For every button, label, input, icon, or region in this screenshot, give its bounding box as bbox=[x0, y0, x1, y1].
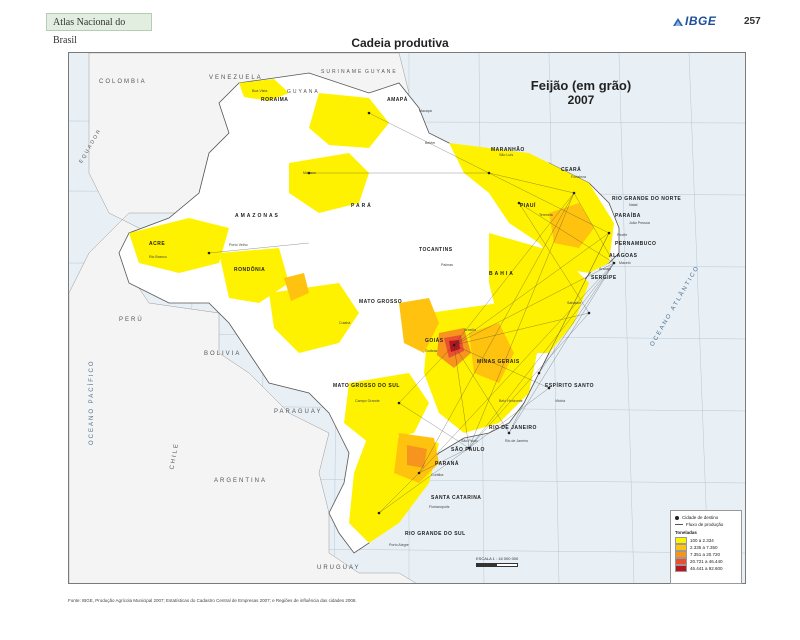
map-year: 2007 bbox=[567, 93, 595, 107]
legend-swatch bbox=[675, 537, 687, 544]
legend-swatch bbox=[675, 565, 687, 572]
state-label: RIO GRANDE DO NORTE bbox=[612, 196, 682, 202]
state-label: SANTA CATARINA bbox=[431, 495, 482, 501]
country-label: VENEZUELA bbox=[209, 75, 263, 81]
map-title-block: Feijão (em grão) 2007 bbox=[516, 78, 646, 107]
city-label: Aracaju bbox=[599, 267, 612, 271]
state-label: RIO DE JANEIRO bbox=[489, 425, 537, 431]
state-label: MARANHÃO bbox=[491, 147, 525, 153]
state-label: ESPÍRITO SANTO bbox=[545, 383, 595, 389]
country-label: GUYANA bbox=[287, 89, 320, 95]
ibge-wing-icon bbox=[673, 18, 683, 26]
atlas-title: Atlas Nacional do Brasil bbox=[46, 13, 152, 46]
city-label: Vitória bbox=[555, 399, 566, 403]
state-label: TOCANTINS bbox=[419, 247, 453, 253]
city-label: Cuiabá bbox=[339, 321, 351, 325]
country-label: PARAGUAY bbox=[274, 409, 323, 415]
city-label: Brasília bbox=[464, 328, 476, 332]
city-label: Rio de Janeiro bbox=[505, 439, 529, 443]
legend-class-label: 7.351 a 20.720 bbox=[690, 552, 721, 557]
state-label: RONDÔNIA bbox=[234, 267, 266, 273]
city-label: Porto Alegre bbox=[389, 543, 409, 547]
ibge-logo: IBGE bbox=[672, 14, 718, 30]
state-label: ACRE bbox=[149, 241, 166, 247]
section-title: Cadeia produtiva bbox=[351, 36, 449, 50]
country-label: URUGUAY bbox=[317, 565, 361, 571]
scale-graphic bbox=[476, 563, 518, 567]
legend-swatch bbox=[675, 558, 687, 565]
state-label: PARAÍBA bbox=[615, 213, 641, 219]
legend-destination: Cidade de destino bbox=[682, 515, 719, 520]
legend-class-label: 20.721 a 46.440 bbox=[690, 559, 723, 564]
city-label: Florianópolis bbox=[429, 505, 450, 509]
city-label: Recife bbox=[617, 233, 628, 237]
city-label: Maceió bbox=[619, 261, 631, 265]
city-label: Porto Velho bbox=[229, 243, 248, 247]
city-label: João Pessoa bbox=[629, 221, 650, 225]
legend-class-label: 46.441 a 92.600 bbox=[690, 566, 723, 571]
state-label: PERNAMBUCO bbox=[615, 241, 657, 247]
city-label: Goiânia bbox=[425, 349, 438, 353]
scale-text: ESCALA 1 : 16 000 000 bbox=[476, 556, 519, 561]
city-label: Macapá bbox=[419, 109, 432, 113]
state-label: RIO GRANDE DO SUL bbox=[405, 531, 466, 537]
legend-class-label: 100 a 2.334 bbox=[690, 538, 714, 543]
map-title: Feijão (em grão) bbox=[530, 78, 632, 93]
state-label: BAHIA bbox=[489, 271, 515, 277]
state-label: SERGIPE bbox=[591, 275, 617, 281]
state-label: MATO GROSSO DO SUL bbox=[333, 383, 400, 389]
state-label: AMAPÁ bbox=[387, 97, 408, 103]
country-label: BOLIVIA bbox=[204, 351, 242, 357]
flow-line-icon bbox=[675, 524, 683, 525]
city-label: Curitiba bbox=[431, 473, 444, 477]
city-label: Manaus bbox=[303, 171, 316, 175]
source-note: Fonte: IBGE, Produção Agrícola Municipal… bbox=[68, 598, 357, 603]
map-canvas bbox=[69, 53, 745, 583]
country-label: PERÚ bbox=[119, 317, 144, 323]
state-label: SÃO PAULO bbox=[451, 447, 485, 453]
city-label: Belém bbox=[425, 141, 436, 145]
state-label: PARANÁ bbox=[435, 461, 460, 467]
city-label: São Luís bbox=[499, 153, 514, 157]
city-label: Palmas bbox=[441, 263, 453, 267]
ocean-label: OCEANO PACÍFICO bbox=[89, 359, 95, 445]
legend-swatch bbox=[675, 551, 687, 558]
state-label: MINAS GERAIS bbox=[477, 359, 520, 365]
destination-cities bbox=[207, 111, 616, 515]
city-label: Teresina bbox=[539, 213, 553, 217]
state-label: PARÁ bbox=[351, 203, 373, 209]
legend-class-label: 2.335 a 7.350 bbox=[690, 545, 718, 550]
production-areas bbox=[129, 79, 614, 543]
city-label: Belo Horizonte bbox=[499, 399, 523, 403]
country-label: GUYANE bbox=[365, 69, 398, 75]
scale-bar: ESCALA 1 : 16 000 000 bbox=[476, 556, 518, 567]
country-label: SURINAME bbox=[321, 69, 364, 75]
city-label: Rio Branco bbox=[149, 255, 167, 259]
production-flows bbox=[208, 112, 615, 514]
publisher-name: IBGE bbox=[685, 14, 717, 28]
city-label: Salvador bbox=[567, 301, 582, 305]
city-label: Natal bbox=[629, 203, 638, 207]
state-label: GOIÁS bbox=[425, 338, 444, 344]
city-label: São Paulo bbox=[461, 439, 478, 443]
map-frame[interactable]: VENEZUELA COLOMBIA SURINAME GUYANE GUYAN… bbox=[68, 52, 746, 584]
legend-flow: Fluxo de produção bbox=[686, 522, 724, 527]
country-label: COLOMBIA bbox=[99, 79, 147, 85]
page-number: 257 bbox=[744, 16, 761, 27]
map-legend: Cidade de destino Fluxo de produção Tone… bbox=[670, 510, 742, 584]
destination-dot-icon bbox=[675, 515, 679, 520]
state-label: AMAZONAS bbox=[235, 213, 280, 219]
state-label: ALAGOAS bbox=[609, 253, 638, 259]
city-label: Campo Grande bbox=[355, 399, 380, 403]
state-label: PIAUÍ bbox=[520, 203, 536, 209]
state-label: MATO GROSSO bbox=[359, 299, 403, 305]
legend-tonnage-header: Toneladas bbox=[675, 530, 697, 535]
city-label: Fortaleza bbox=[571, 175, 586, 179]
city-label: Boa Vista bbox=[252, 89, 268, 93]
legend-swatch bbox=[675, 544, 687, 551]
state-label: RORAIMA bbox=[261, 97, 289, 103]
country-label: ARGENTINA bbox=[214, 478, 268, 484]
state-label: CEARÁ bbox=[561, 167, 582, 173]
